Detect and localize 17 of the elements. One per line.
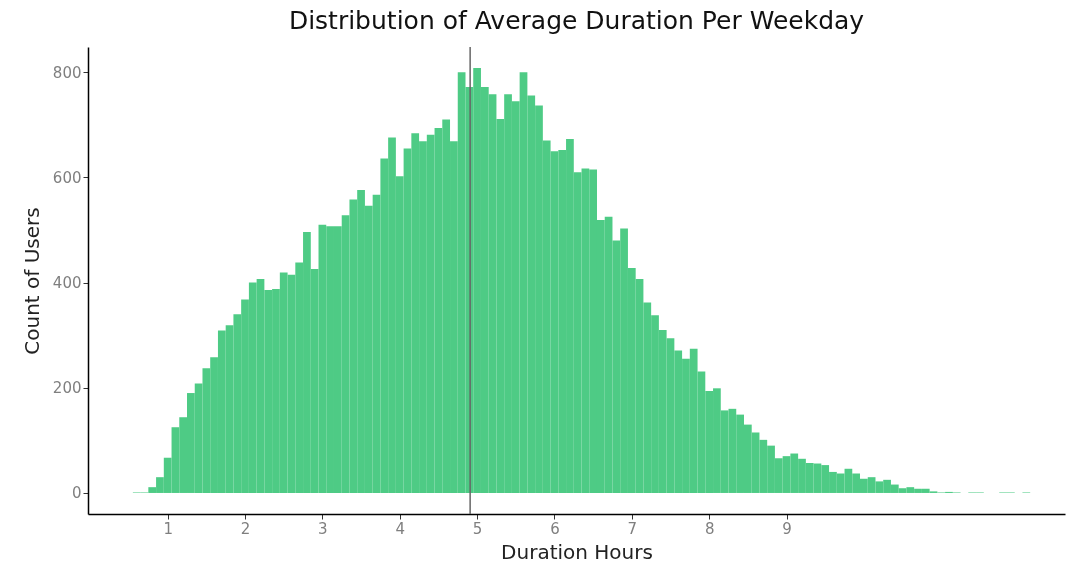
x-tick-label: 9 <box>782 519 792 538</box>
y-tick-label: 800 <box>52 63 82 82</box>
x-tick-label: 7 <box>627 519 638 538</box>
x-tick-label: 1 <box>163 519 173 538</box>
y-tick-label: 200 <box>52 379 82 398</box>
x-tick-label: 4 <box>395 519 406 538</box>
y-axis-title: Count of Users <box>19 207 44 355</box>
y-tick-label: 0 <box>71 484 82 503</box>
x-tick-label: 3 <box>318 519 328 538</box>
x-tick-label: 5 <box>472 519 483 538</box>
y-tick-label: 400 <box>52 274 82 293</box>
y-tick-label: 600 <box>52 168 82 187</box>
chart-title: Distribution of Average Duration Per Weekday <box>288 6 865 36</box>
x-tick-label: 6 <box>550 519 560 538</box>
x-tick-label: 2 <box>240 519 251 538</box>
x-axis-title: Duration Hours <box>501 539 653 564</box>
x-tick-label: 8 <box>704 519 715 538</box>
